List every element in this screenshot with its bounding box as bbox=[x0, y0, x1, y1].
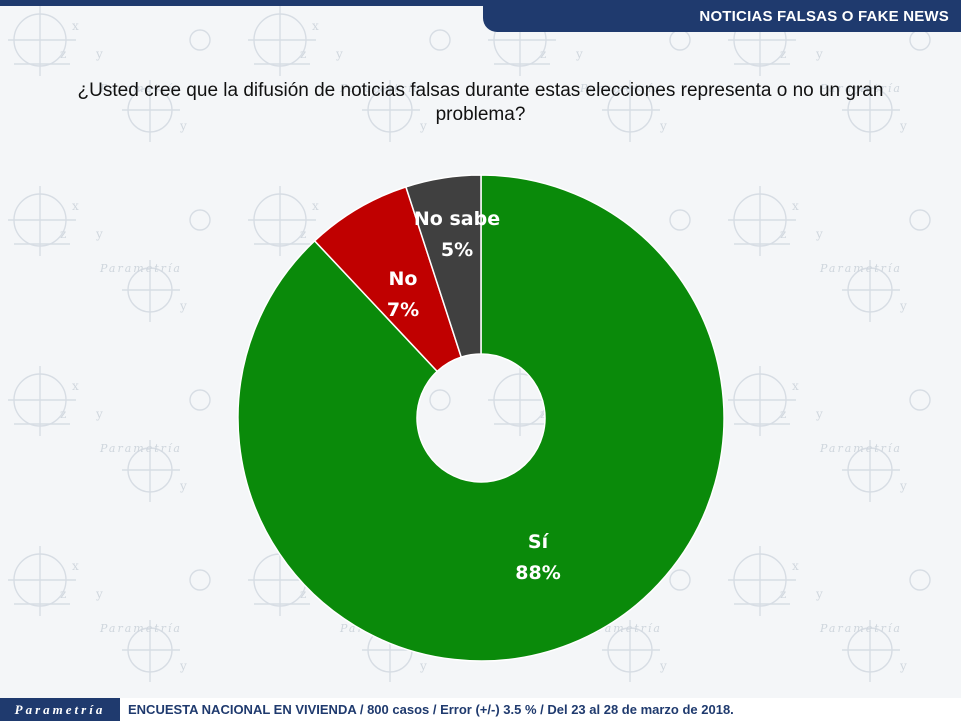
footer-note: ENCUESTA NACIONAL EN VIVIENDA / 800 caso… bbox=[128, 702, 734, 717]
slice-value-label: 5% bbox=[441, 239, 473, 261]
footer-logo-text: Parametría bbox=[14, 701, 106, 717]
slice-value-label: 7% bbox=[387, 299, 419, 321]
header-title: NOTICIAS FALSAS O FAKE NEWS bbox=[699, 7, 949, 25]
header-bar bbox=[0, 0, 961, 6]
footer: Parametría ENCUESTA NACIONAL EN VIVIENDA… bbox=[0, 698, 961, 721]
slice-label: No sabe bbox=[414, 208, 500, 230]
header-tab: NOTICIAS FALSAS O FAKE NEWS bbox=[483, 0, 961, 32]
footer-logo: Parametría bbox=[0, 698, 120, 721]
question-text: ¿Usted cree que la difusión de noticias … bbox=[77, 80, 884, 125]
slice-label: No bbox=[389, 268, 418, 290]
donut-slice-no-sabe bbox=[404, 174, 482, 359]
slice-label: Sí bbox=[528, 531, 550, 553]
slice-value-label: 88% bbox=[515, 562, 560, 584]
donut-labels: Sí 88% No 7% No sabe 5% bbox=[387, 208, 561, 584]
donut-slices bbox=[237, 174, 725, 662]
donut-slice-s- bbox=[237, 174, 725, 662]
